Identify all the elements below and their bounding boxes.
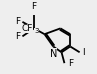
Text: F: F	[68, 59, 73, 68]
Text: 3: 3	[34, 28, 39, 34]
Text: F: F	[31, 2, 37, 11]
Text: F: F	[15, 17, 20, 26]
Text: I: I	[82, 48, 84, 57]
Text: F: F	[15, 32, 20, 41]
Text: CF: CF	[22, 24, 33, 33]
Text: N: N	[50, 49, 57, 59]
